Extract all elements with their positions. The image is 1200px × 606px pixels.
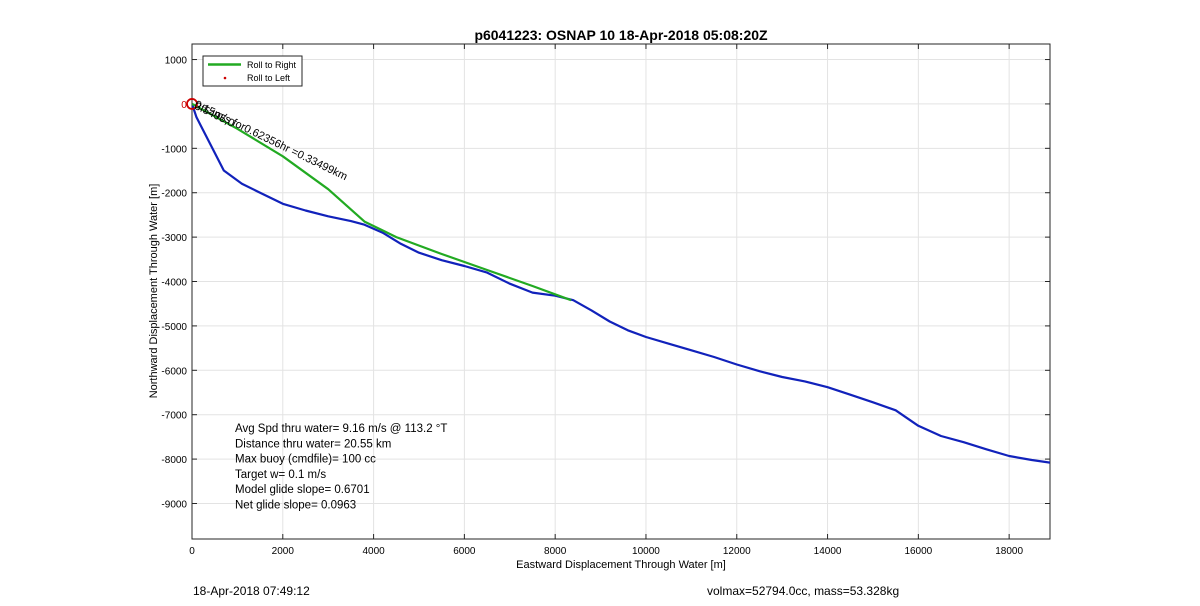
start-marker-circle: [186, 98, 198, 110]
roll-to-right-line: [192, 102, 572, 302]
x-tick-label: 18000: [995, 546, 1023, 557]
track-line: [192, 103, 1050, 464]
stat-line: Distance thru water= 20.55 km: [235, 438, 391, 450]
stat-line: Model glide slope= 0.6701: [235, 484, 370, 496]
y-tick-label: -3000: [161, 233, 187, 244]
x-axis-label: Eastward Displacement Through Water [m]: [516, 559, 726, 571]
x-tick-label: 16000: [904, 546, 932, 557]
trajectory-annotation: 3f5495,0: [193, 100, 237, 130]
axis-ticks: 0 2000 4000 6000 8000 10000 12000 14000 16000 180…: [161, 44, 1050, 557]
footer-volmax-mass: volmax=52794.0cc, mass=53.328kg: [707, 584, 900, 598]
legend-box: [202, 55, 303, 87]
y-axis-label: Northward Displacement Through Water [m]: [148, 184, 160, 399]
stat-line: Avg Spd thru water= 9.16 m/s @ 113.2 °T: [235, 423, 447, 435]
x-tick-label: 0: [189, 546, 195, 557]
x-tick-label: 6000: [453, 546, 476, 557]
x-tick-label: 4000: [362, 546, 385, 557]
stats-text-block: Avg Spd thru water= 9.16 m/s @ 113.2 °T D…: [235, 423, 447, 512]
y-tick-label: -8000: [161, 455, 187, 466]
y-tick-label: 1000: [165, 56, 188, 67]
y-tick-label: -5000: [161, 322, 187, 333]
stat-line: Net glide slope= 0.0963: [235, 500, 356, 512]
start-marker-label: 0: [181, 100, 187, 111]
stat-line: Max buoy (cmdfile)= 100 cc: [235, 454, 376, 466]
legend: Roll to Right Roll to Left: [202, 55, 303, 87]
y-tick-label: -4000: [161, 278, 187, 289]
x-tick-label: 12000: [723, 546, 751, 557]
x-tick-label: 10000: [632, 546, 660, 557]
chart-title: p6041223: OSNAP 10 18-Apr-2018 05:08:20Z: [474, 27, 768, 43]
footer-timestamp: 18-Apr-2018 07:49:12: [193, 584, 310, 598]
y-tick-label: -7000: [161, 411, 187, 422]
legend-label: Roll to Right: [247, 60, 297, 70]
y-tick-label: -9000: [161, 499, 187, 510]
series-layer: 0: [181, 98, 1050, 464]
y-tick-label: -2000: [161, 189, 187, 200]
x-tick-label: 14000: [814, 546, 842, 557]
legend-swatch-roll-left: [223, 76, 227, 80]
legend-label: Roll to Left: [247, 73, 291, 83]
grid-lines: [191, 44, 1050, 539]
stat-line: Target w= 0.1 m/s: [235, 469, 326, 481]
x-tick-label: 2000: [272, 546, 295, 557]
y-tick-label: -1000: [161, 144, 187, 155]
y-tick-label: -6000: [161, 366, 187, 377]
plot-frame: [191, 43, 1051, 540]
x-tick-label: 8000: [544, 546, 567, 557]
